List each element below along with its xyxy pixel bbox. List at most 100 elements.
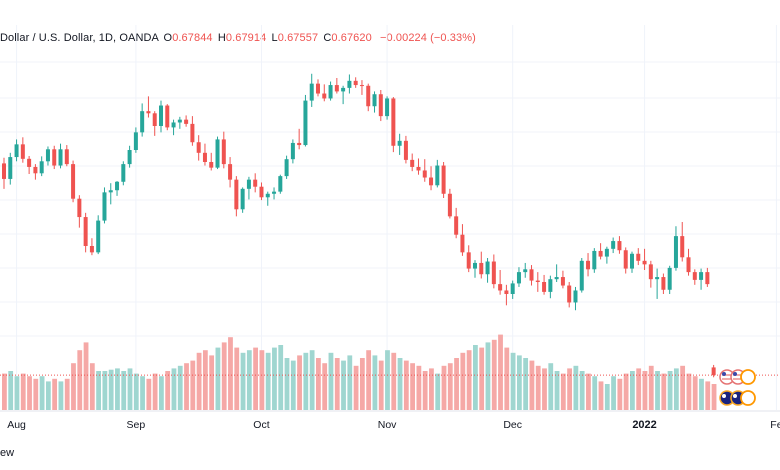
candle[interactable] [473, 260, 477, 278]
candle[interactable] [699, 268, 704, 290]
candle[interactable] [334, 78, 339, 94]
candle[interactable] [598, 243, 603, 260]
candle[interactable] [485, 258, 490, 283]
candle[interactable] [416, 158, 421, 175]
candle[interactable] [554, 264, 559, 282]
candle[interactable] [460, 224, 465, 256]
candle[interactable] [177, 116, 182, 129]
candle[interactable] [14, 139, 19, 162]
candle[interactable] [611, 237, 616, 254]
candle[interactable] [284, 155, 289, 179]
candle[interactable] [548, 275, 553, 299]
symbol-name[interactable]: Dollar / U.S. Dollar, 1D, OANDA [0, 32, 159, 44]
candle[interactable] [529, 265, 534, 286]
candle[interactable] [661, 273, 666, 294]
candle[interactable] [253, 173, 258, 193]
candle[interactable] [322, 84, 327, 102]
candle[interactable] [435, 159, 440, 188]
candle[interactable] [680, 222, 685, 262]
candle[interactable] [586, 253, 591, 277]
candle[interactable] [58, 143, 63, 169]
candle[interactable] [309, 73, 314, 107]
candlestick-chart[interactable]: Aug Sep Oct Nov Dec 2022 Fe [0, 0, 780, 447]
candle[interactable] [234, 176, 239, 217]
candle[interactable] [711, 364, 716, 378]
candle[interactable] [510, 280, 515, 299]
candle[interactable] [592, 248, 597, 273]
candle[interactable] [190, 116, 195, 146]
candle[interactable] [655, 268, 660, 299]
event-marker-icon[interactable] [740, 390, 756, 406]
candle[interactable] [215, 136, 220, 170]
candle[interactable] [573, 286, 578, 311]
candle[interactable] [77, 195, 82, 228]
candle[interactable] [341, 85, 346, 105]
candle[interactable] [89, 238, 94, 256]
candle[interactable] [642, 248, 647, 270]
candle[interactable] [630, 251, 634, 273]
candle[interactable] [328, 81, 333, 101]
candle[interactable] [673, 226, 678, 271]
candle[interactable] [316, 79, 320, 97]
candle[interactable] [146, 96, 151, 118]
candle[interactable] [491, 254, 496, 289]
candle[interactable] [504, 284, 509, 306]
event-marker-icon[interactable] [740, 369, 756, 385]
candle[interactable] [692, 269, 697, 285]
candle[interactable] [33, 164, 38, 180]
candle[interactable] [447, 188, 452, 219]
candle[interactable] [479, 251, 484, 279]
candle[interactable] [115, 181, 120, 196]
candle[interactable] [648, 260, 653, 288]
footer-label[interactable]: ew [0, 447, 15, 459]
candle[interactable] [165, 104, 170, 131]
candle[interactable] [567, 282, 572, 308]
candle[interactable] [604, 246, 609, 264]
us-flag-icon[interactable] [719, 369, 735, 385]
candle[interactable] [265, 191, 270, 206]
candle[interactable] [108, 183, 113, 205]
time-axis[interactable]: Aug Sep Oct Nov Dec 2022 Fe [0, 410, 780, 431]
candle[interactable] [353, 77, 358, 88]
candle[interactable] [196, 135, 201, 161]
candle[interactable] [221, 131, 226, 169]
candle[interactable] [52, 145, 57, 170]
candle[interactable] [366, 83, 371, 112]
candle[interactable] [422, 159, 427, 182]
candle[interactable] [71, 160, 76, 203]
candle[interactable] [516, 267, 521, 287]
candle[interactable] [535, 272, 540, 292]
candle[interactable] [391, 97, 396, 153]
candle[interactable] [705, 267, 710, 287]
candle[interactable] [686, 248, 691, 276]
candle[interactable] [667, 265, 672, 294]
candle[interactable] [133, 127, 138, 153]
candle[interactable] [272, 187, 277, 200]
candle[interactable] [209, 152, 214, 171]
candle[interactable] [297, 128, 302, 150]
candle[interactable] [617, 236, 622, 254]
candle[interactable] [127, 145, 132, 168]
candle[interactable] [441, 162, 446, 198]
candle[interactable] [152, 111, 157, 136]
candle[interactable] [39, 156, 44, 177]
candle[interactable] [579, 258, 584, 293]
candle[interactable] [27, 156, 32, 174]
candle[interactable] [246, 176, 251, 200]
candle[interactable] [121, 161, 126, 186]
candle[interactable] [372, 91, 377, 113]
candle[interactable] [498, 270, 503, 295]
candle[interactable] [228, 157, 233, 188]
candle[interactable] [542, 274, 547, 295]
candle[interactable] [240, 187, 245, 213]
candle[interactable] [8, 152, 13, 185]
candle[interactable] [378, 90, 383, 122]
candle[interactable] [454, 207, 459, 239]
candle[interactable] [303, 94, 308, 147]
candle[interactable] [259, 182, 264, 201]
candle[interactable] [83, 212, 88, 253]
candle[interactable] [359, 80, 364, 95]
candle[interactable] [347, 74, 352, 94]
candle[interactable] [102, 187, 107, 224]
candle[interactable] [2, 157, 6, 189]
